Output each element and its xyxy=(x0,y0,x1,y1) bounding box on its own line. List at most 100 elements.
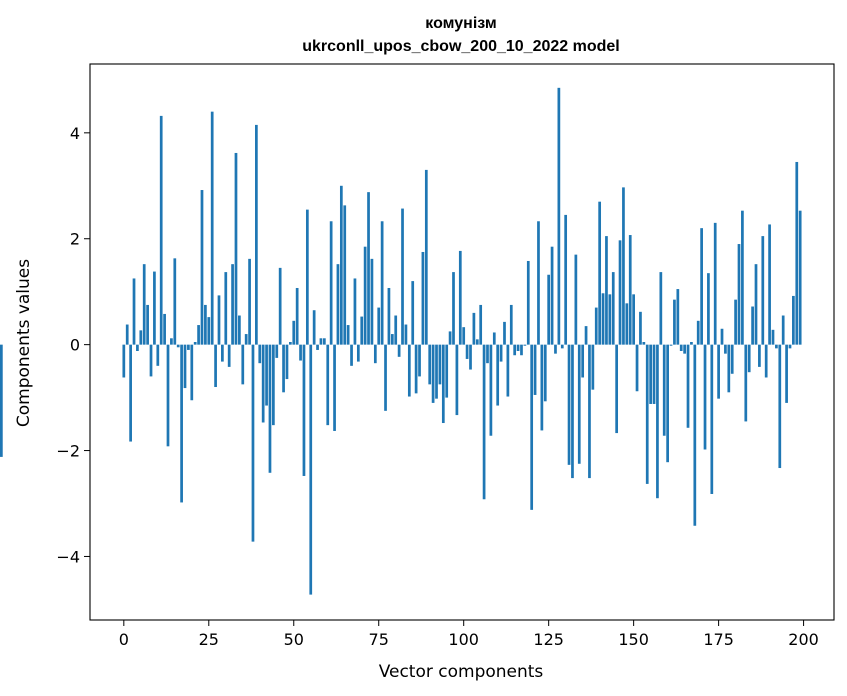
bar xyxy=(533,344,537,395)
bar xyxy=(404,324,408,345)
bar xyxy=(758,344,761,367)
bar xyxy=(601,293,605,345)
bar xyxy=(163,313,166,345)
bar xyxy=(492,332,496,345)
bar xyxy=(197,325,200,345)
bar xyxy=(329,221,333,345)
bar xyxy=(343,205,347,345)
bar xyxy=(339,185,343,345)
bar xyxy=(594,307,598,345)
bar xyxy=(785,344,788,403)
bar xyxy=(180,344,183,503)
bar xyxy=(210,111,214,345)
bar xyxy=(778,344,782,469)
x-tick-label: 75 xyxy=(369,630,389,649)
chart-subtitle: ukrconll_upos_cbow_200_10_2022 model xyxy=(302,38,619,55)
bar xyxy=(591,344,595,390)
bar xyxy=(248,258,251,345)
bar xyxy=(540,344,544,431)
bar xyxy=(628,235,632,345)
bar xyxy=(333,344,336,431)
bar xyxy=(346,325,350,345)
bar xyxy=(407,344,411,397)
bar xyxy=(754,264,758,345)
bar xyxy=(615,344,619,434)
bar xyxy=(234,152,238,345)
bar xyxy=(727,344,731,393)
bar xyxy=(146,304,149,345)
bar xyxy=(608,294,612,345)
bar xyxy=(795,161,799,345)
bar xyxy=(659,272,663,345)
bar xyxy=(312,310,316,345)
y-tick-label: −2 xyxy=(56,442,80,461)
bar xyxy=(204,304,207,345)
bar xyxy=(503,321,506,345)
bar xyxy=(241,344,245,385)
bar xyxy=(479,304,483,345)
bar xyxy=(526,260,530,345)
bar xyxy=(190,344,194,401)
bar xyxy=(673,299,676,345)
bar xyxy=(486,344,489,364)
bar xyxy=(577,344,581,464)
bar xyxy=(183,344,187,389)
bar xyxy=(465,344,469,359)
bar xyxy=(156,344,160,366)
bar xyxy=(421,251,425,345)
bar xyxy=(781,315,785,345)
bar xyxy=(390,334,394,345)
bar xyxy=(632,294,635,345)
bar xyxy=(516,344,520,351)
bar xyxy=(380,221,384,345)
bar xyxy=(350,344,353,366)
bar xyxy=(275,344,279,358)
bar xyxy=(509,304,513,345)
x-tick-label: 50 xyxy=(284,630,304,649)
bar xyxy=(251,344,255,542)
bar xyxy=(744,344,748,422)
bar xyxy=(214,344,217,388)
bar xyxy=(513,344,517,356)
bar xyxy=(272,344,275,426)
bar xyxy=(227,344,231,367)
bar xyxy=(173,258,177,345)
bar xyxy=(414,344,418,394)
bar xyxy=(289,342,292,345)
bar xyxy=(455,344,459,416)
bar xyxy=(639,311,642,345)
bar xyxy=(649,344,652,404)
bar xyxy=(397,344,401,357)
bar xyxy=(387,287,391,345)
bar xyxy=(611,272,615,345)
bar xyxy=(384,344,387,411)
bar xyxy=(574,254,578,345)
bar xyxy=(676,289,680,345)
bar xyxy=(530,344,534,510)
bar xyxy=(771,329,775,345)
bar xyxy=(537,221,540,345)
bar xyxy=(679,344,683,351)
bar xyxy=(326,344,330,426)
y-axis-label: Components values xyxy=(14,259,34,427)
bar xyxy=(299,344,302,361)
plot-area-frame xyxy=(89,63,835,621)
bar-series xyxy=(0,87,802,595)
bar xyxy=(238,315,241,345)
bar xyxy=(547,274,551,345)
bar xyxy=(550,246,554,345)
bar xyxy=(452,272,455,345)
bar xyxy=(543,344,547,402)
bar xyxy=(560,344,564,349)
bar xyxy=(221,344,224,362)
bar xyxy=(129,344,132,442)
bar xyxy=(258,344,262,364)
bar xyxy=(652,344,656,404)
bar xyxy=(703,344,707,450)
bar xyxy=(683,344,686,354)
bar xyxy=(217,295,221,345)
bar xyxy=(373,344,377,364)
bar xyxy=(370,258,374,345)
x-tick-label: 0 xyxy=(119,630,129,649)
x-axis-label: Vector components xyxy=(379,662,544,682)
